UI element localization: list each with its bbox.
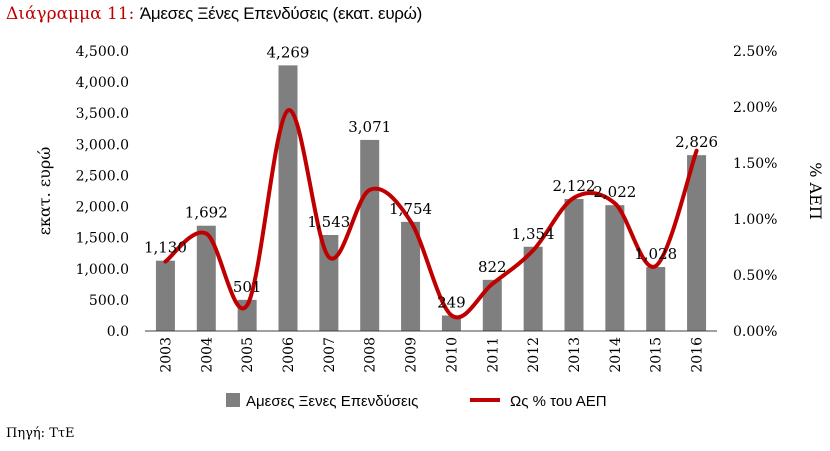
- y-tick-label: 1,500.0: [76, 231, 129, 247]
- y-tick-label: 4,500.0: [76, 44, 129, 60]
- y2-tick-label: 2.50%: [733, 44, 777, 60]
- y-tick-label: 4,000.0: [76, 75, 129, 91]
- x-tick-label: 2011: [485, 337, 501, 373]
- y-tick-label: 3,000.0: [76, 137, 129, 153]
- bar-data-label: 4,269: [267, 43, 310, 61]
- x-tick-label: 2014: [608, 337, 624, 373]
- x-tick-label: 2015: [649, 337, 665, 373]
- bar-data-label: 1,543: [307, 213, 350, 231]
- bar-data-label: 2,826: [675, 133, 718, 151]
- bar-data-label: 2,022: [593, 183, 636, 201]
- bar-data-label: 249: [437, 294, 466, 312]
- bar: [401, 221, 421, 331]
- bar: [155, 260, 175, 331]
- bar-data-label: 1,754: [389, 200, 432, 218]
- y-tick-label: 3,500.0: [76, 106, 129, 122]
- bar: [196, 225, 216, 331]
- x-tick-label: 2008: [363, 337, 379, 373]
- chart-title-prefix: Διάγραμμα 11:: [6, 4, 135, 24]
- x-tick-label: 2005: [240, 337, 256, 373]
- x-tick-label: 2012: [526, 337, 542, 373]
- x-tick-label: 2010: [444, 337, 460, 373]
- bar: [523, 246, 543, 331]
- x-tick-label: 2006: [281, 337, 297, 373]
- chart: 0.0 500.0 1,000.0 1,500.0 2,000.0 2,500.0 3,00…: [35, 43, 825, 410]
- y-axis-label: εκατ. ευρώ: [35, 147, 54, 236]
- bar: [278, 65, 298, 331]
- bar-data-label: 1,692: [185, 204, 228, 222]
- y-tick-label: 0.0: [107, 324, 129, 340]
- x-tick-label: 2003: [158, 337, 174, 373]
- y2-axis-label: % ΑΕΠ: [806, 162, 825, 220]
- y-tick-label: 1,000.0: [76, 262, 129, 278]
- legend-bar-label: Αμεσες Ξενες Επενδύσεις: [246, 393, 418, 410]
- y2-tick-label: 1.00%: [733, 212, 777, 228]
- y2-tick-label: 0.00%: [733, 324, 777, 340]
- legend-line-label: Ως % του ΑΕΠ: [510, 393, 607, 410]
- bar-data-label: 1,028: [634, 245, 677, 263]
- chart-title: Διάγραμμα 11: Άμεσες Ξένες Επενδύσεις (ε…: [6, 4, 422, 24]
- bar-data-label: 501: [233, 278, 262, 296]
- gdp-share-line: [163, 108, 699, 320]
- bar: [564, 198, 584, 331]
- x-tick-label: 2009: [404, 337, 420, 373]
- y-tick-label: 500.0: [89, 293, 129, 309]
- bar: [319, 234, 339, 331]
- bar-data-label: 2,122: [553, 177, 596, 195]
- y2-tick-label: 2.00%: [733, 100, 777, 116]
- bar: [360, 139, 380, 331]
- bar-data-label: 3,071: [348, 118, 391, 136]
- bar: [605, 205, 625, 331]
- y-tick-label: 2,000.0: [76, 200, 129, 216]
- x-tick-label: 2007: [322, 337, 338, 373]
- bar: [482, 279, 502, 331]
- x-tick-label: 2004: [199, 337, 215, 373]
- source-note: Πηγή: ΤτΕ: [6, 426, 75, 441]
- chart-title-text: Άμεσες Ξένες Επενδύσεις (εκατ. ευρώ): [139, 4, 423, 23]
- bar-data-label: 1,354: [512, 225, 555, 243]
- y-tick-label: 2,500.0: [76, 168, 129, 184]
- bar: [646, 267, 666, 331]
- bar-data-label: 1,130: [144, 239, 187, 257]
- y2-tick-label: 1.50%: [733, 156, 777, 172]
- bar: [687, 155, 707, 331]
- y2-tick-label: 0.50%: [733, 268, 777, 284]
- x-tick-label: 2013: [567, 337, 583, 373]
- x-tick-label: 2016: [690, 337, 706, 373]
- bar-data-label: 822: [478, 258, 507, 276]
- legend-bar-swatch: [226, 393, 240, 407]
